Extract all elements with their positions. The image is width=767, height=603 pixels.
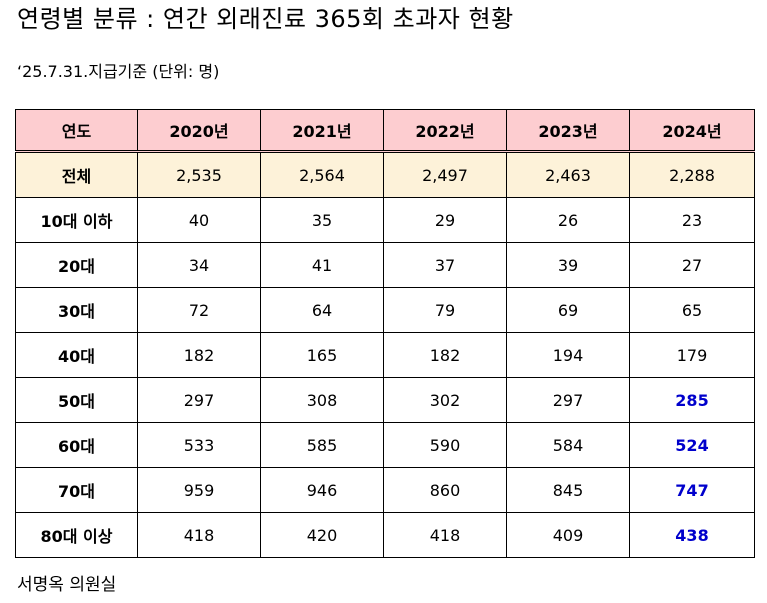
table-cell: 40 (137, 197, 261, 243)
table-row: 40대 182 165 182 194 179 (15, 332, 755, 378)
header-2020: 2020년 (137, 109, 261, 152)
document-title: 연령별 분류 : 연간 외래진료 365회 초과자 현황 (17, 5, 514, 33)
table-cell: 297 (137, 377, 261, 423)
table-cell: 39 (506, 242, 630, 288)
row-label: 20대 (15, 242, 138, 288)
table-cell: 585 (260, 422, 384, 468)
table-cell: 79 (383, 287, 507, 333)
table-cell: 179 (629, 332, 755, 378)
table-cell: 747 (629, 467, 755, 513)
table-cell: 2,497 (383, 151, 507, 198)
row-label: 10대 이하 (15, 197, 138, 243)
table-cell: 182 (383, 332, 507, 378)
table-cell: 584 (506, 422, 630, 468)
table-cell: 194 (506, 332, 630, 378)
table-cell: 26 (506, 197, 630, 243)
table-cell: 845 (506, 467, 630, 513)
table-cell: 420 (260, 512, 384, 558)
header-2022: 2022년 (383, 109, 507, 152)
unit-note: ‘25.7.31.지급기준 (단위: 명) (17, 62, 220, 81)
table-cell: 69 (506, 287, 630, 333)
table-cell: 2,535 (137, 151, 261, 198)
age-outpatient-table: 연도 2020년 2021년 2022년 2023년 2024년 전체 2,535… (15, 109, 755, 558)
header-2024: 2024년 (629, 109, 755, 152)
row-label: 70대 (15, 467, 138, 513)
table-cell: 524 (629, 422, 755, 468)
table-cell: 418 (383, 512, 507, 558)
table-header-row: 연도 2020년 2021년 2022년 2023년 2024년 (15, 109, 755, 152)
table-cell: 285 (629, 377, 755, 423)
row-label: 60대 (15, 422, 138, 468)
table-cell: 860 (383, 467, 507, 513)
row-label: 80대 이상 (15, 512, 138, 558)
header-year-label: 연도 (15, 109, 138, 152)
table-cell: 41 (260, 242, 384, 288)
table-cell: 959 (137, 467, 261, 513)
table-cell: 418 (137, 512, 261, 558)
row-label: 40대 (15, 332, 138, 378)
table-cell: 165 (260, 332, 384, 378)
table-cell: 533 (137, 422, 261, 468)
source-office: 서명옥 의원실 (17, 575, 117, 595)
table-cell: 37 (383, 242, 507, 288)
table-row: 30대 72 64 79 69 65 (15, 287, 755, 333)
table-row: 80대 이상 418 420 418 409 438 (15, 512, 755, 558)
table-cell: 27 (629, 242, 755, 288)
table-row: 10대 이하 40 35 29 26 23 (15, 197, 755, 243)
table-cell: 34 (137, 242, 261, 288)
row-label: 30대 (15, 287, 138, 333)
table-row: 20대 34 41 37 39 27 (15, 242, 755, 288)
table-cell: 438 (629, 512, 755, 558)
row-label: 50대 (15, 377, 138, 423)
table-cell: 72 (137, 287, 261, 333)
table-cell: 23 (629, 197, 755, 243)
header-2023: 2023년 (506, 109, 630, 152)
table-cell: 29 (383, 197, 507, 243)
table-cell: 590 (383, 422, 507, 468)
table-cell: 35 (260, 197, 384, 243)
table-cell: 2,564 (260, 151, 384, 198)
table-row: 50대 297 308 302 297 285 (15, 377, 755, 423)
table-cell: 64 (260, 287, 384, 333)
table-cell: 297 (506, 377, 630, 423)
table-cell: 308 (260, 377, 384, 423)
table-row: 60대 533 585 590 584 524 (15, 422, 755, 468)
table-row: 70대 959 946 860 845 747 (15, 467, 755, 513)
table-cell: 302 (383, 377, 507, 423)
table-cell: 409 (506, 512, 630, 558)
row-label: 전체 (15, 151, 138, 198)
table-row: 전체 2,535 2,564 2,497 2,463 2,288 (15, 151, 755, 198)
table-cell: 182 (137, 332, 261, 378)
table-cell: 2,463 (506, 151, 630, 198)
table-cell: 65 (629, 287, 755, 333)
table-cell: 2,288 (629, 151, 755, 198)
table-cell: 946 (260, 467, 384, 513)
header-2021: 2021년 (260, 109, 384, 152)
